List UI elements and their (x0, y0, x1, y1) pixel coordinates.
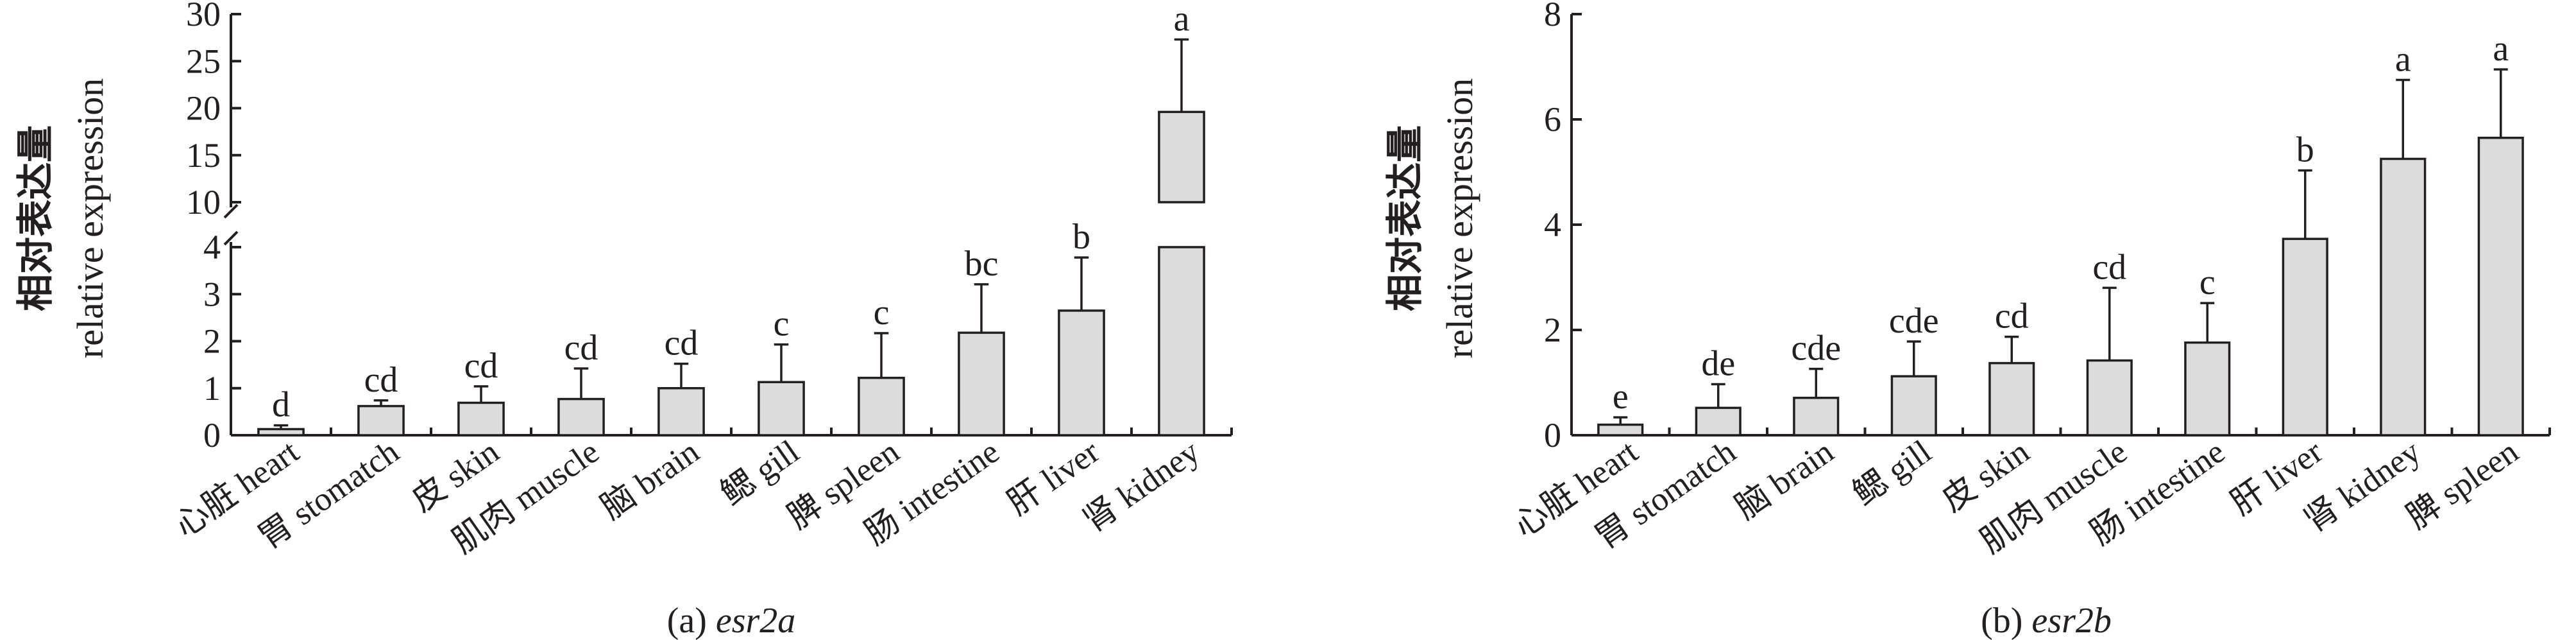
y-tick-label: 8 (1544, 0, 1561, 33)
bar (557, 397, 605, 437)
y-tick-label: 6 (1544, 100, 1561, 139)
caption-gene: esr2a (716, 601, 795, 640)
panel-caption: (b) esr2b (1981, 601, 2112, 640)
bar (758, 381, 805, 437)
bar (858, 376, 905, 437)
axis-break-mark (223, 203, 239, 246)
significance-label: cde (1791, 329, 1841, 368)
x-tick-label: 脑 brain (595, 433, 706, 526)
significance-label: a (2493, 29, 2509, 69)
significance-label: b (2296, 130, 2314, 170)
panel-a-esr2a: 相对表达量 relative expression 0 1 2 3 4 10 15 20 25 30 d… (13, 0, 1233, 640)
bar (1058, 309, 1105, 437)
significance-label: cd (665, 324, 699, 363)
significance-label: cde (1889, 301, 1939, 341)
x-tick-label: 脾 spleen (2400, 433, 2525, 536)
y-axis-title-cn: 相对表达量 (13, 125, 57, 311)
bar (2184, 341, 2231, 437)
caption-gene: esr2b (2031, 601, 2111, 640)
y-tick-label: 1 (203, 369, 221, 408)
y-tick-label: 25 (186, 42, 221, 80)
significance-label: a (2395, 40, 2411, 80)
y-tick-label: 0 (1544, 416, 1561, 454)
significance-label: d (272, 385, 290, 425)
bar (1158, 246, 1205, 437)
y-axis-title-en: relative expression (1439, 78, 1480, 358)
y-tick-label: 30 (186, 0, 221, 33)
bar (1988, 361, 2035, 437)
x-tick-label: 脑 brain (1729, 433, 1840, 526)
panel-caption: (a) esr2a (667, 601, 796, 640)
bar-break-gap (1157, 203, 1207, 246)
bar (657, 387, 705, 437)
significance-label: a (1174, 0, 1190, 39)
significance-label: c (874, 293, 890, 333)
bar (2282, 238, 2328, 437)
bar (1695, 406, 1741, 437)
y-tick-label: 20 (186, 89, 221, 128)
y-tick-label: 4 (203, 228, 221, 266)
bar (2086, 359, 2133, 437)
x-tick-label: 鳃 gill (1847, 433, 1938, 513)
significance-label: b (1072, 217, 1090, 257)
bar (457, 401, 505, 437)
y-axis-title-cn: 相对表达量 (1383, 125, 1427, 311)
y-tick-label: 2 (203, 322, 221, 361)
significance-label: cd (1995, 297, 2029, 336)
y-tick-label: 3 (203, 275, 221, 313)
bar-upper (1158, 110, 1205, 203)
significance-label: bc (965, 244, 999, 284)
y-tick-label: 4 (1544, 205, 1561, 244)
significance-label: c (774, 304, 790, 344)
bar (1793, 397, 1840, 437)
bar (2477, 136, 2524, 437)
significance-label: cd (2092, 247, 2126, 287)
caption-prefix: (b) (1981, 601, 2031, 640)
bar (1597, 423, 1644, 437)
y-tick-label: 0 (203, 416, 221, 454)
bar (958, 331, 1005, 437)
significance-label: cd (364, 360, 398, 400)
bar (357, 404, 405, 437)
significance-label: cd (564, 328, 598, 368)
y-tick-label: 10 (186, 183, 221, 221)
caption-prefix: (a) (667, 601, 716, 640)
y-tick-label: 15 (186, 136, 221, 175)
bar (1890, 375, 1937, 437)
significance-label: c (2199, 263, 2216, 302)
significance-label: cd (464, 346, 498, 386)
y-tick-label: 2 (1544, 311, 1561, 349)
bar (2380, 157, 2427, 437)
significance-label: de (1701, 343, 1735, 383)
y-axis-title-en: relative expression (69, 78, 111, 358)
bar (257, 428, 305, 437)
significance-label: e (1613, 377, 1629, 417)
